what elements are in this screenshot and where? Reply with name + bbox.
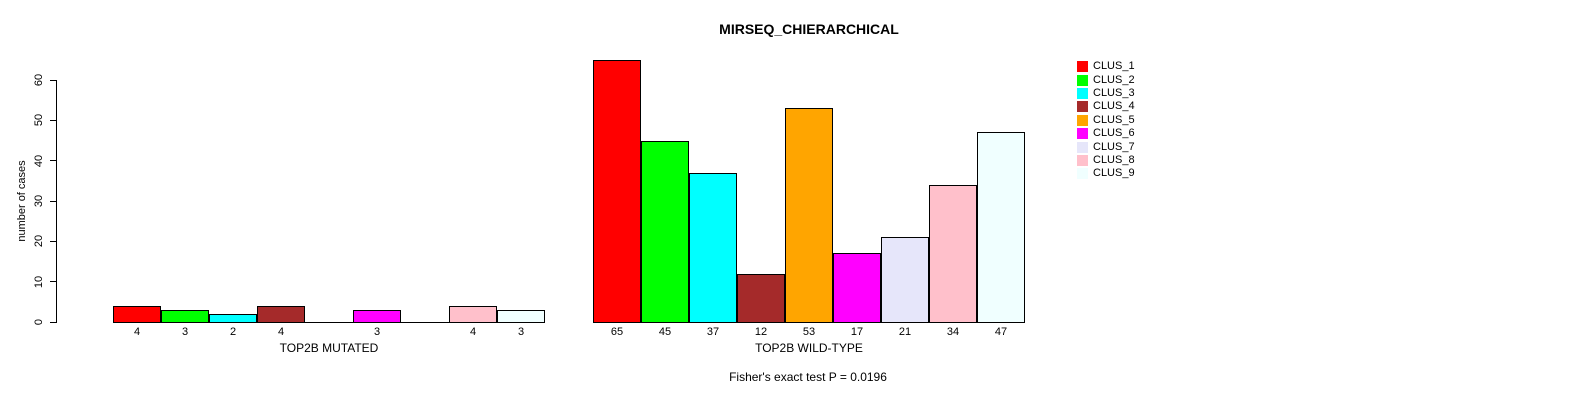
y-tick-mark bbox=[50, 79, 56, 81]
bar-clus_1 bbox=[113, 305, 161, 323]
y-tick-mark bbox=[50, 281, 56, 283]
y-tick-label: 40 bbox=[33, 154, 45, 167]
legend-label: CLUS_9 bbox=[1093, 167, 1135, 180]
legend-swatch-icon bbox=[1077, 168, 1088, 180]
y-tick-label: 30 bbox=[33, 194, 45, 208]
zero-bar-clus_7 bbox=[401, 322, 449, 323]
legend-row-clus_8: CLUS_8 bbox=[1077, 154, 1135, 167]
y-tick-mark bbox=[50, 160, 56, 162]
bar-clus_9 bbox=[497, 309, 545, 323]
bar-value-label: 2 bbox=[229, 326, 237, 338]
bar-value-label: 21 bbox=[898, 326, 912, 338]
bar-value-label: 3 bbox=[517, 326, 525, 338]
bar-value-label: 65 bbox=[610, 326, 624, 338]
legend-swatch-icon bbox=[1077, 101, 1088, 113]
legend-swatch-icon bbox=[1077, 141, 1088, 153]
y-tick-label: 0 bbox=[33, 318, 45, 326]
bar-clus_6 bbox=[353, 309, 401, 323]
legend-row-clus_5: CLUS_5 bbox=[1077, 114, 1135, 127]
bar-clus_4 bbox=[737, 273, 785, 323]
y-tick-label: 60 bbox=[33, 73, 45, 87]
legend-label: CLUS_8 bbox=[1093, 153, 1135, 166]
bar-value-label: 4 bbox=[469, 326, 477, 338]
bar-value-label: 3 bbox=[181, 326, 189, 338]
cluster-legend: CLUS_1 CLUS_2 CLUS_3 CLUS_4 CLUS_5 CLUS_6 CLUS… bbox=[1077, 60, 1135, 181]
bar-value-label: 3 bbox=[373, 326, 381, 338]
legend-label: CLUS_1 bbox=[1093, 60, 1135, 73]
bar-value-label: 53 bbox=[802, 326, 816, 338]
y-axis-label: number of cases bbox=[16, 160, 28, 242]
legend-swatch-icon bbox=[1077, 154, 1088, 166]
y-tick-label: 20 bbox=[33, 235, 45, 248]
y-tick-label: 10 bbox=[33, 275, 45, 288]
legend-swatch-icon bbox=[1077, 114, 1088, 126]
bar-clus_7 bbox=[881, 237, 929, 323]
y-tick-mark bbox=[50, 321, 56, 323]
bar-clus_8 bbox=[929, 184, 977, 323]
bar-clus_5 bbox=[785, 108, 833, 323]
bar-value-label: 45 bbox=[658, 326, 672, 338]
y-tick-label: 50 bbox=[33, 114, 45, 127]
legend-row-clus_6: CLUS_6 bbox=[1077, 127, 1135, 140]
bar-value-label: 34 bbox=[946, 326, 960, 338]
bar-clus_1 bbox=[593, 59, 641, 323]
legend-row-clus_4: CLUS_4 bbox=[1077, 100, 1135, 113]
bar-clus_3 bbox=[689, 172, 737, 323]
legend-swatch-icon bbox=[1077, 61, 1088, 73]
bar-clus_6 bbox=[833, 253, 881, 323]
group-label-top2b-mutated: TOP2B MUTATED bbox=[279, 341, 379, 355]
legend-row-clus_9: CLUS_9 bbox=[1077, 167, 1135, 180]
chart-title: MIRSEQ_CHIERARCHICAL bbox=[719, 21, 899, 37]
legend-row-clus_1: CLUS_1 bbox=[1077, 60, 1135, 73]
legend-swatch-icon bbox=[1077, 87, 1088, 99]
group-label-top2b-wildtype: TOP2B WILD-TYPE bbox=[755, 341, 863, 355]
legend-label: CLUS_2 bbox=[1093, 73, 1135, 86]
legend-swatch-icon bbox=[1077, 74, 1088, 86]
y-axis-line bbox=[56, 80, 57, 323]
zero-bar-clus_5 bbox=[305, 322, 353, 323]
legend-label: CLUS_6 bbox=[1093, 127, 1135, 140]
y-tick-mark bbox=[50, 200, 56, 202]
legend-label: CLUS_5 bbox=[1093, 113, 1135, 126]
bar-value-label: 4 bbox=[277, 326, 285, 338]
bar-clus_3 bbox=[209, 313, 257, 323]
bar-value-label: 17 bbox=[850, 326, 864, 338]
bar-value-label: 12 bbox=[754, 326, 768, 338]
legend-label: CLUS_7 bbox=[1093, 140, 1135, 153]
bar-clus_4 bbox=[257, 305, 305, 323]
y-tick-mark bbox=[50, 240, 56, 242]
bar-clus_8 bbox=[449, 305, 497, 323]
legend-swatch-icon bbox=[1077, 128, 1088, 140]
legend-label: CLUS_3 bbox=[1093, 86, 1135, 99]
legend-row-clus_7: CLUS_7 bbox=[1077, 140, 1135, 153]
fisher-test-annotation: Fisher's exact test P = 0.0196 bbox=[729, 370, 887, 384]
legend-label: CLUS_4 bbox=[1093, 100, 1135, 113]
legend-row-clus_2: CLUS_2 bbox=[1077, 73, 1135, 86]
bar-value-label: 47 bbox=[994, 326, 1008, 338]
bar-value-label: 37 bbox=[706, 326, 720, 338]
bar-clus_2 bbox=[161, 309, 209, 323]
bar-value-label: 4 bbox=[133, 326, 141, 338]
bar-clus_2 bbox=[641, 140, 689, 323]
y-tick-mark bbox=[50, 119, 56, 121]
bar-clus_9 bbox=[977, 132, 1025, 323]
legend-row-clus_3: CLUS_3 bbox=[1077, 87, 1135, 100]
